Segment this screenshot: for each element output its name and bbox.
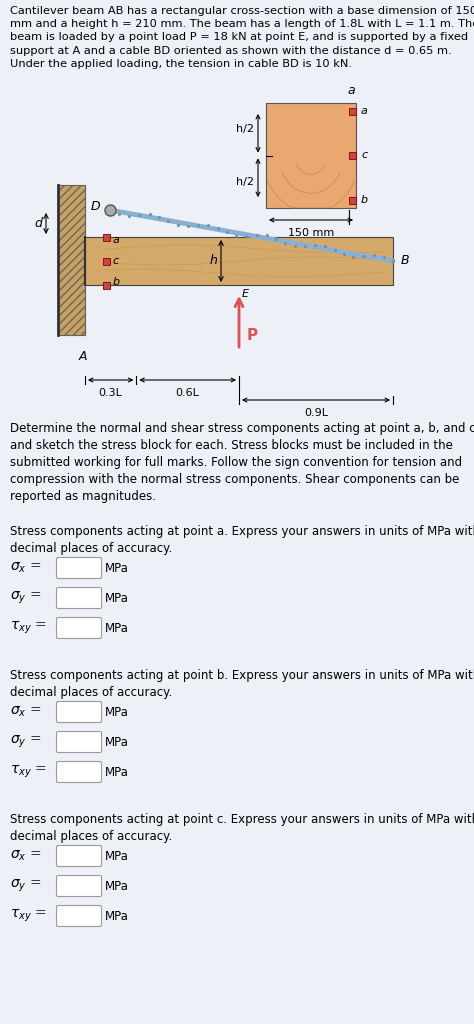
- Text: $\sigma_y$ =: $\sigma_y$ =: [10, 878, 42, 894]
- Text: D: D: [91, 200, 100, 213]
- FancyBboxPatch shape: [56, 905, 101, 927]
- FancyBboxPatch shape: [85, 237, 393, 285]
- Text: $\sigma_x$ =: $\sigma_x$ =: [10, 705, 42, 719]
- FancyBboxPatch shape: [266, 103, 356, 208]
- Text: Stress components acting at point c. Express your answers in units of MPa with 2: Stress components acting at point c. Exp…: [10, 813, 474, 843]
- Text: 0.6L: 0.6L: [176, 388, 200, 398]
- FancyBboxPatch shape: [103, 257, 110, 264]
- Text: MPa: MPa: [105, 880, 129, 893]
- FancyBboxPatch shape: [56, 731, 101, 753]
- Text: Stress components acting at point b. Express your answers in units of MPa with 2: Stress components acting at point b. Exp…: [10, 669, 474, 699]
- FancyBboxPatch shape: [56, 557, 101, 579]
- Text: h: h: [209, 255, 217, 267]
- Text: P: P: [247, 328, 258, 342]
- Text: MPa: MPa: [105, 850, 129, 862]
- Text: 0.9L: 0.9L: [304, 408, 328, 418]
- Text: Stress components acting at point a. Express your answers in units of MPa with 2: Stress components acting at point a. Exp…: [10, 525, 474, 555]
- Text: $\sigma_x$ =: $\sigma_x$ =: [10, 561, 42, 575]
- Text: b: b: [361, 195, 368, 205]
- FancyBboxPatch shape: [103, 282, 110, 289]
- Text: MPa: MPa: [105, 592, 129, 604]
- FancyBboxPatch shape: [349, 152, 356, 159]
- FancyBboxPatch shape: [56, 588, 101, 608]
- Text: Determine the normal and shear stress components acting at point a, b, and c
and: Determine the normal and shear stress co…: [10, 422, 474, 503]
- Text: a: a: [112, 234, 119, 245]
- Text: c: c: [361, 151, 367, 161]
- Text: d: d: [34, 217, 42, 230]
- FancyBboxPatch shape: [56, 846, 101, 866]
- Text: $\sigma_y$ =: $\sigma_y$ =: [10, 590, 42, 606]
- Text: $\sigma_x$ =: $\sigma_x$ =: [10, 849, 42, 863]
- Text: MPa: MPa: [105, 622, 129, 635]
- Text: h/2: h/2: [236, 177, 254, 186]
- FancyBboxPatch shape: [349, 108, 356, 115]
- Text: Cantilever beam AB has a rectangular cross-section with a base dimension of 150
: Cantilever beam AB has a rectangular cro…: [10, 6, 474, 69]
- Text: 0.3L: 0.3L: [99, 388, 123, 398]
- Text: A: A: [79, 350, 87, 362]
- FancyBboxPatch shape: [58, 185, 85, 335]
- Text: b: b: [112, 278, 119, 287]
- FancyBboxPatch shape: [56, 876, 101, 896]
- Text: MPa: MPa: [105, 735, 129, 749]
- Text: E: E: [242, 289, 249, 299]
- FancyBboxPatch shape: [349, 197, 356, 204]
- Text: $\tau_{xy}$ =: $\tau_{xy}$ =: [10, 908, 47, 924]
- Text: MPa: MPa: [105, 561, 129, 574]
- Text: $\tau_{xy}$ =: $\tau_{xy}$ =: [10, 620, 47, 636]
- Text: MPa: MPa: [105, 706, 129, 719]
- Text: a: a: [347, 84, 355, 97]
- Text: a: a: [361, 106, 368, 116]
- Text: MPa: MPa: [105, 766, 129, 778]
- Text: $\tau_{xy}$ =: $\tau_{xy}$ =: [10, 764, 47, 780]
- Text: $\sigma_y$ =: $\sigma_y$ =: [10, 734, 42, 751]
- FancyBboxPatch shape: [56, 762, 101, 782]
- Text: B: B: [401, 255, 410, 267]
- Text: h/2: h/2: [236, 124, 254, 134]
- Text: 150 mm: 150 mm: [288, 228, 334, 238]
- FancyBboxPatch shape: [56, 701, 101, 723]
- FancyBboxPatch shape: [56, 617, 101, 639]
- Text: MPa: MPa: [105, 909, 129, 923]
- FancyBboxPatch shape: [103, 233, 110, 241]
- Text: c: c: [112, 256, 118, 266]
